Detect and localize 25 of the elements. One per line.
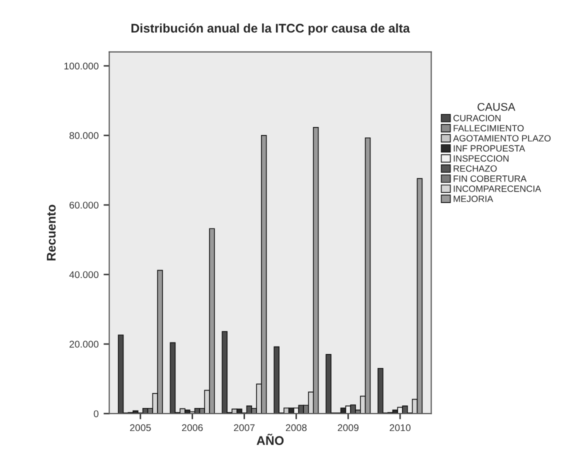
legend-label: INSPECCION bbox=[454, 155, 508, 162]
x-tick-label: 2005 bbox=[130, 424, 151, 432]
legend-title: CAUSA bbox=[478, 102, 516, 111]
legend-label: INF PROPUESTA bbox=[454, 145, 526, 152]
y-tick-label: 20.000 bbox=[70, 340, 98, 348]
legend-label: RECHAZO bbox=[454, 165, 497, 172]
legend-label: FALLECIMIENTO bbox=[454, 125, 524, 132]
legend-label: AGOTAMIENTO PLAZO bbox=[453, 135, 551, 142]
x-tick-label: 2010 bbox=[390, 424, 411, 432]
legend-label: INCOMPARECENCIA bbox=[454, 186, 542, 192]
x-tick-label: 2008 bbox=[286, 424, 307, 432]
x-tick-label: 2006 bbox=[182, 424, 203, 432]
y-tick-label: 100.000 bbox=[64, 62, 98, 70]
x-tick-label: 2009 bbox=[338, 424, 359, 432]
x-tick-label: 2007 bbox=[234, 424, 255, 432]
y-tick-label: 60.000 bbox=[70, 202, 98, 209]
y-tick-label: 0 bbox=[94, 410, 98, 418]
y-tick-label: 80.000 bbox=[70, 132, 98, 140]
legend-label: FIN COBERTURA bbox=[454, 175, 527, 182]
legend-label: MEJORIA bbox=[454, 196, 494, 202]
y-tick-label: 40.000 bbox=[69, 271, 98, 278]
x-axis-title: AÑO bbox=[256, 434, 284, 446]
legend-label: CURACION bbox=[453, 114, 500, 122]
chart-title: Distribución anual de la ITCC por causa de alta bbox=[131, 23, 410, 36]
y-axis-title: Recuento bbox=[46, 204, 56, 260]
